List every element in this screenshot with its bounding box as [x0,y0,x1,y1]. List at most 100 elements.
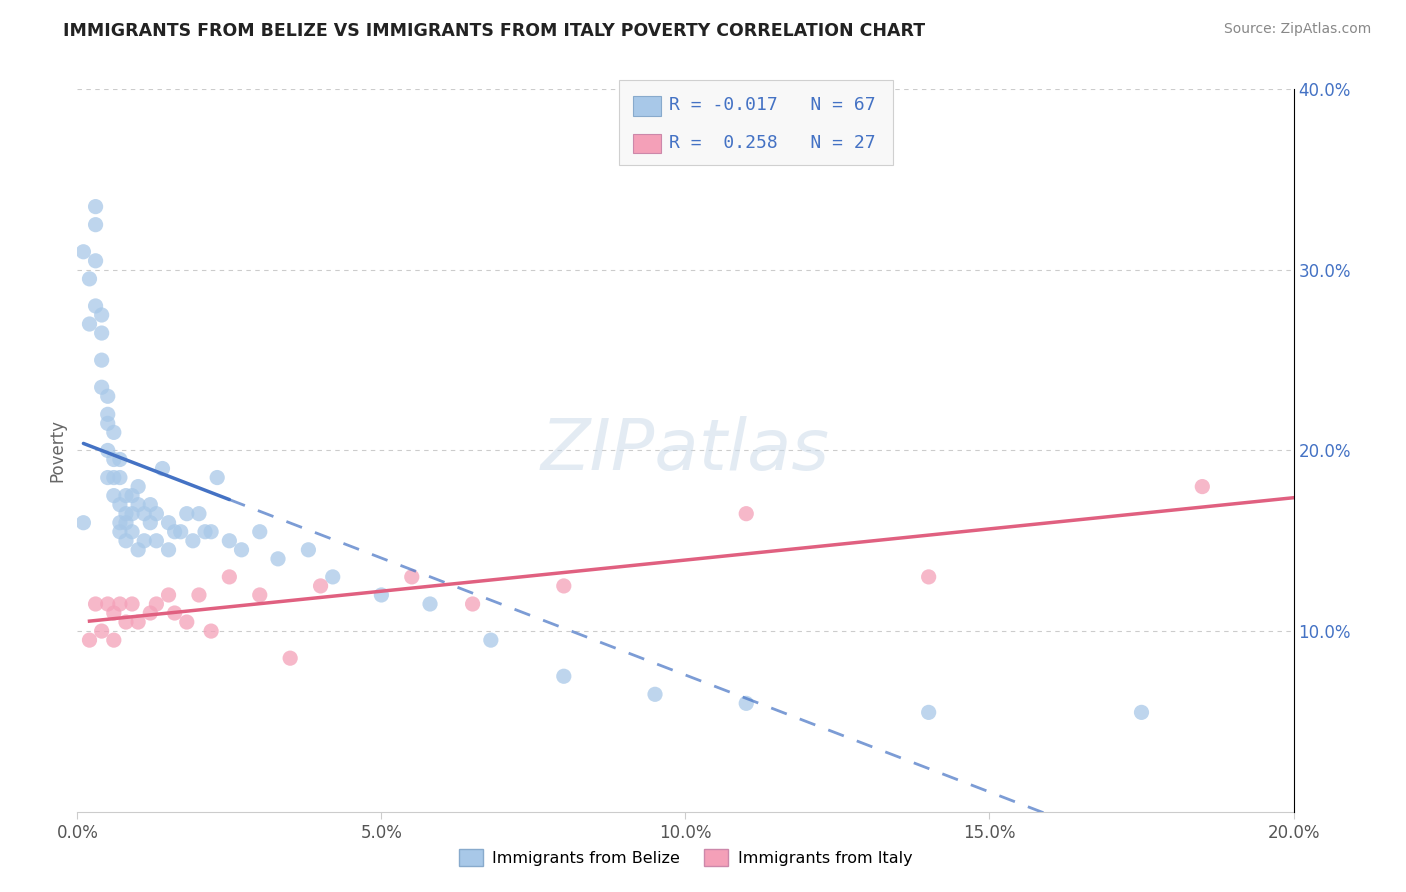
Point [163,606,186,620]
Point [1130,706,1153,720]
Point [231,542,253,557]
Point [170,524,193,539]
Point [108,470,131,484]
Point [176,507,198,521]
Point [249,524,271,539]
Point [735,697,758,711]
Point [115,489,138,503]
Point [90,353,112,368]
Point [127,480,149,494]
Text: R =  0.258   N = 27: R = 0.258 N = 27 [669,134,876,152]
Point [79,633,101,648]
Text: R = -0.017   N = 67: R = -0.017 N = 67 [669,96,876,114]
Point [322,570,344,584]
Point [145,507,167,521]
Point [90,308,112,322]
Point [134,507,156,521]
Point [278,651,301,665]
Point [72,244,94,259]
Point [108,498,131,512]
Point [84,218,107,232]
Point [97,470,120,484]
Point [644,687,666,701]
Point [309,579,332,593]
Point [108,452,131,467]
Point [139,606,162,620]
Point [176,615,198,629]
Point [297,542,319,557]
Point [103,633,125,648]
Text: IMMIGRANTS FROM BELIZE VS IMMIGRANTS FROM ITALY POVERTY CORRELATION CHART: IMMIGRANTS FROM BELIZE VS IMMIGRANTS FRO… [63,22,925,40]
Point [735,507,758,521]
Text: ZIPatlas: ZIPatlas [541,416,830,485]
Point [121,507,143,521]
Point [97,407,120,422]
Point [139,516,162,530]
Point [145,533,167,548]
Point [115,507,138,521]
Point [218,570,240,584]
Point [479,633,502,648]
Point [152,461,174,475]
Point [90,326,112,340]
Point [157,542,180,557]
Point [200,624,222,639]
Point [84,299,107,313]
Point [90,380,112,394]
Point [188,588,211,602]
Point [139,498,162,512]
Point [115,516,138,530]
Point [157,588,180,602]
Point [103,452,125,467]
Point [90,624,112,639]
Point [103,470,125,484]
Point [103,606,125,620]
Point [188,507,211,521]
Point [553,669,575,683]
Point [127,615,149,629]
Point [84,597,107,611]
Point [553,579,575,593]
Point [97,443,120,458]
Point [108,516,131,530]
Legend: Immigrants from Belize, Immigrants from Italy: Immigrants from Belize, Immigrants from … [453,843,918,872]
Point [97,597,120,611]
Point [97,389,120,403]
Point [127,498,149,512]
Point [194,524,217,539]
Text: Source: ZipAtlas.com: Source: ZipAtlas.com [1223,22,1371,37]
Point [79,272,101,286]
Point [79,317,101,331]
Point [108,597,131,611]
Y-axis label: Poverty: Poverty [48,419,66,482]
Point [84,253,107,268]
Point [370,588,392,602]
Point [157,516,180,530]
Point [218,533,240,548]
Point [121,489,143,503]
Point [134,533,156,548]
Point [97,417,120,431]
Point [103,425,125,440]
Point [103,489,125,503]
Point [121,597,143,611]
Point [121,524,143,539]
Point [267,551,290,566]
Point [918,570,941,584]
Point [419,597,441,611]
Point [163,524,186,539]
Point [918,706,941,720]
Point [108,524,131,539]
Point [115,615,138,629]
Point [200,524,222,539]
Point [115,533,138,548]
Point [127,542,149,557]
Point [401,570,423,584]
Point [84,200,107,214]
Point [72,516,94,530]
Point [1191,480,1213,494]
Point [145,597,167,611]
Point [205,470,228,484]
Point [461,597,484,611]
Point [249,588,271,602]
